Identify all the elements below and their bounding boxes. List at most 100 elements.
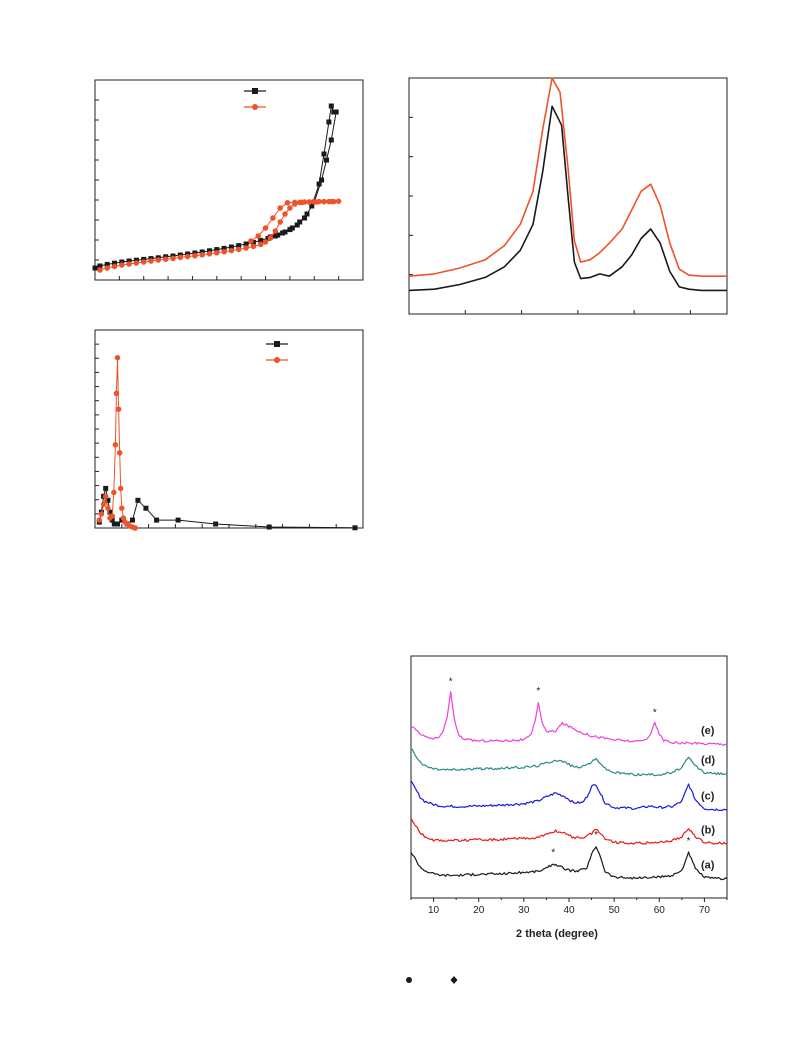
- pore-size-point-circle: [105, 505, 111, 511]
- pore-size-point-circle: [132, 525, 138, 531]
- peak-marker: *: [594, 830, 598, 841]
- isotherm-point-square: [328, 103, 334, 109]
- isotherm-point-square: [207, 248, 212, 254]
- isotherm-point-circle: [262, 239, 269, 245]
- legend-marker-circle: [274, 357, 280, 363]
- isotherm-point-circle: [184, 253, 191, 260]
- pore-size-point-circle: [111, 489, 117, 496]
- trace-label-a: (a): [701, 860, 715, 872]
- pore-size-point-square: [111, 521, 117, 527]
- isotherm-point-square: [328, 137, 334, 143]
- trace-label-c: (c): [701, 790, 715, 802]
- isotherm-point-circle: [111, 263, 118, 270]
- pore-size-point-circle: [116, 450, 123, 456]
- pore-size-point-square: [135, 497, 141, 503]
- peak-marker: *: [551, 848, 555, 859]
- pore-size-point-circle: [112, 442, 119, 448]
- spectrum-chart: [408, 77, 728, 315]
- peak-marker: *: [687, 836, 691, 847]
- pore-size-point-circle: [96, 517, 103, 523]
- legend-marker-circle: [252, 104, 258, 110]
- isotherm-point-circle: [321, 198, 327, 205]
- isotherm-point-circle: [206, 251, 213, 257]
- x-tick-label: 10: [428, 905, 440, 916]
- pore-size-point-square: [130, 517, 135, 523]
- isotherm-point-square: [250, 239, 256, 245]
- isotherm-point-circle: [277, 205, 283, 211]
- isotherm-point-square: [309, 203, 315, 209]
- isotherm-point-square: [282, 229, 288, 235]
- isotherm-point-circle: [235, 246, 242, 253]
- isotherm-point-circle: [306, 199, 313, 205]
- pore-size-point-square: [109, 517, 115, 523]
- isotherm-point-square: [243, 241, 249, 247]
- isotherm-point-circle: [162, 256, 169, 262]
- x-tick-label: 70: [699, 905, 711, 916]
- pore-size-point-circle: [100, 501, 107, 507]
- pore-size-point-circle: [114, 354, 121, 361]
- isotherm-point-circle: [270, 215, 276, 221]
- pore-size-point-square: [352, 525, 358, 531]
- pore-size-point-circle: [109, 513, 115, 519]
- peak-marker: *: [653, 707, 657, 718]
- isotherm-point-circle: [267, 235, 274, 241]
- isotherm-point-circle: [126, 261, 132, 267]
- xrd-trace-d: [410, 748, 728, 777]
- peak-marker: *: [536, 686, 540, 697]
- x-tick-label: 30: [518, 905, 530, 916]
- isotherm-point-square: [316, 181, 322, 187]
- x-tick-label: 60: [654, 905, 666, 916]
- legend-marker-square: [274, 341, 280, 347]
- xrd-trace-e: [410, 691, 728, 746]
- pore-size-line-square: [98, 487, 356, 529]
- pore-size-point-square: [105, 497, 111, 503]
- isotherm-point-circle: [282, 211, 288, 217]
- isotherm-point-circle: [257, 241, 264, 248]
- isotherm-point-circle: [248, 238, 254, 244]
- x-tick-label: 20: [473, 905, 485, 916]
- isotherm-point-circle: [284, 200, 291, 206]
- isotherm-point-square: [221, 245, 227, 251]
- peak-marker: *: [449, 676, 453, 687]
- isotherm-point-circle: [313, 199, 320, 205]
- isotherm-point-circle: [199, 252, 205, 258]
- isotherm-point-square: [119, 259, 125, 265]
- isotherm-point-square: [133, 257, 139, 263]
- isotherm-point-circle: [214, 250, 220, 256]
- isotherm-point-square: [112, 260, 117, 266]
- isotherm-point-square: [321, 151, 327, 157]
- isotherm-point-square: [326, 119, 332, 125]
- trace-label-d: (d): [701, 755, 715, 767]
- pore-size-point-square: [213, 521, 219, 527]
- isotherm-point-circle: [148, 258, 154, 264]
- pore-size-point-circle: [117, 485, 124, 492]
- isotherm-point-circle: [140, 259, 147, 265]
- plot-frame: [410, 655, 728, 899]
- isotherm-point-circle: [335, 198, 342, 204]
- isotherm-point-circle: [262, 225, 269, 231]
- isotherm-point-circle: [133, 260, 140, 266]
- isotherm-point-square: [92, 265, 98, 271]
- isotherm-point-circle: [272, 228, 279, 234]
- isotherm-point-circle: [192, 253, 198, 259]
- isotherm-point-circle: [155, 257, 162, 263]
- pore-size-point-square: [115, 521, 120, 527]
- pore-size-point-circle: [119, 505, 125, 511]
- isotherm-chart: [92, 79, 364, 281]
- spectrum-line-orange: [408, 77, 727, 277]
- isotherm-point-square: [304, 211, 310, 217]
- pore-size-chart: [94, 329, 364, 531]
- isotherm-point-circle: [299, 199, 305, 206]
- pore-size-point-square: [266, 524, 272, 530]
- xrd-trace-c: [410, 780, 728, 812]
- isotherm-point-square: [97, 263, 103, 269]
- isotherm-point-square: [236, 243, 242, 249]
- isotherm-point-circle: [119, 262, 125, 268]
- isotherm-point-square: [302, 215, 307, 221]
- isotherm-point-circle: [243, 245, 249, 251]
- pore-size-point-circle: [113, 390, 120, 397]
- isotherm-point-circle: [177, 254, 184, 261]
- trace-label-e: (e): [701, 725, 715, 737]
- filled-diamond-symbol: [450, 976, 458, 984]
- pore-size-point-square: [143, 505, 149, 511]
